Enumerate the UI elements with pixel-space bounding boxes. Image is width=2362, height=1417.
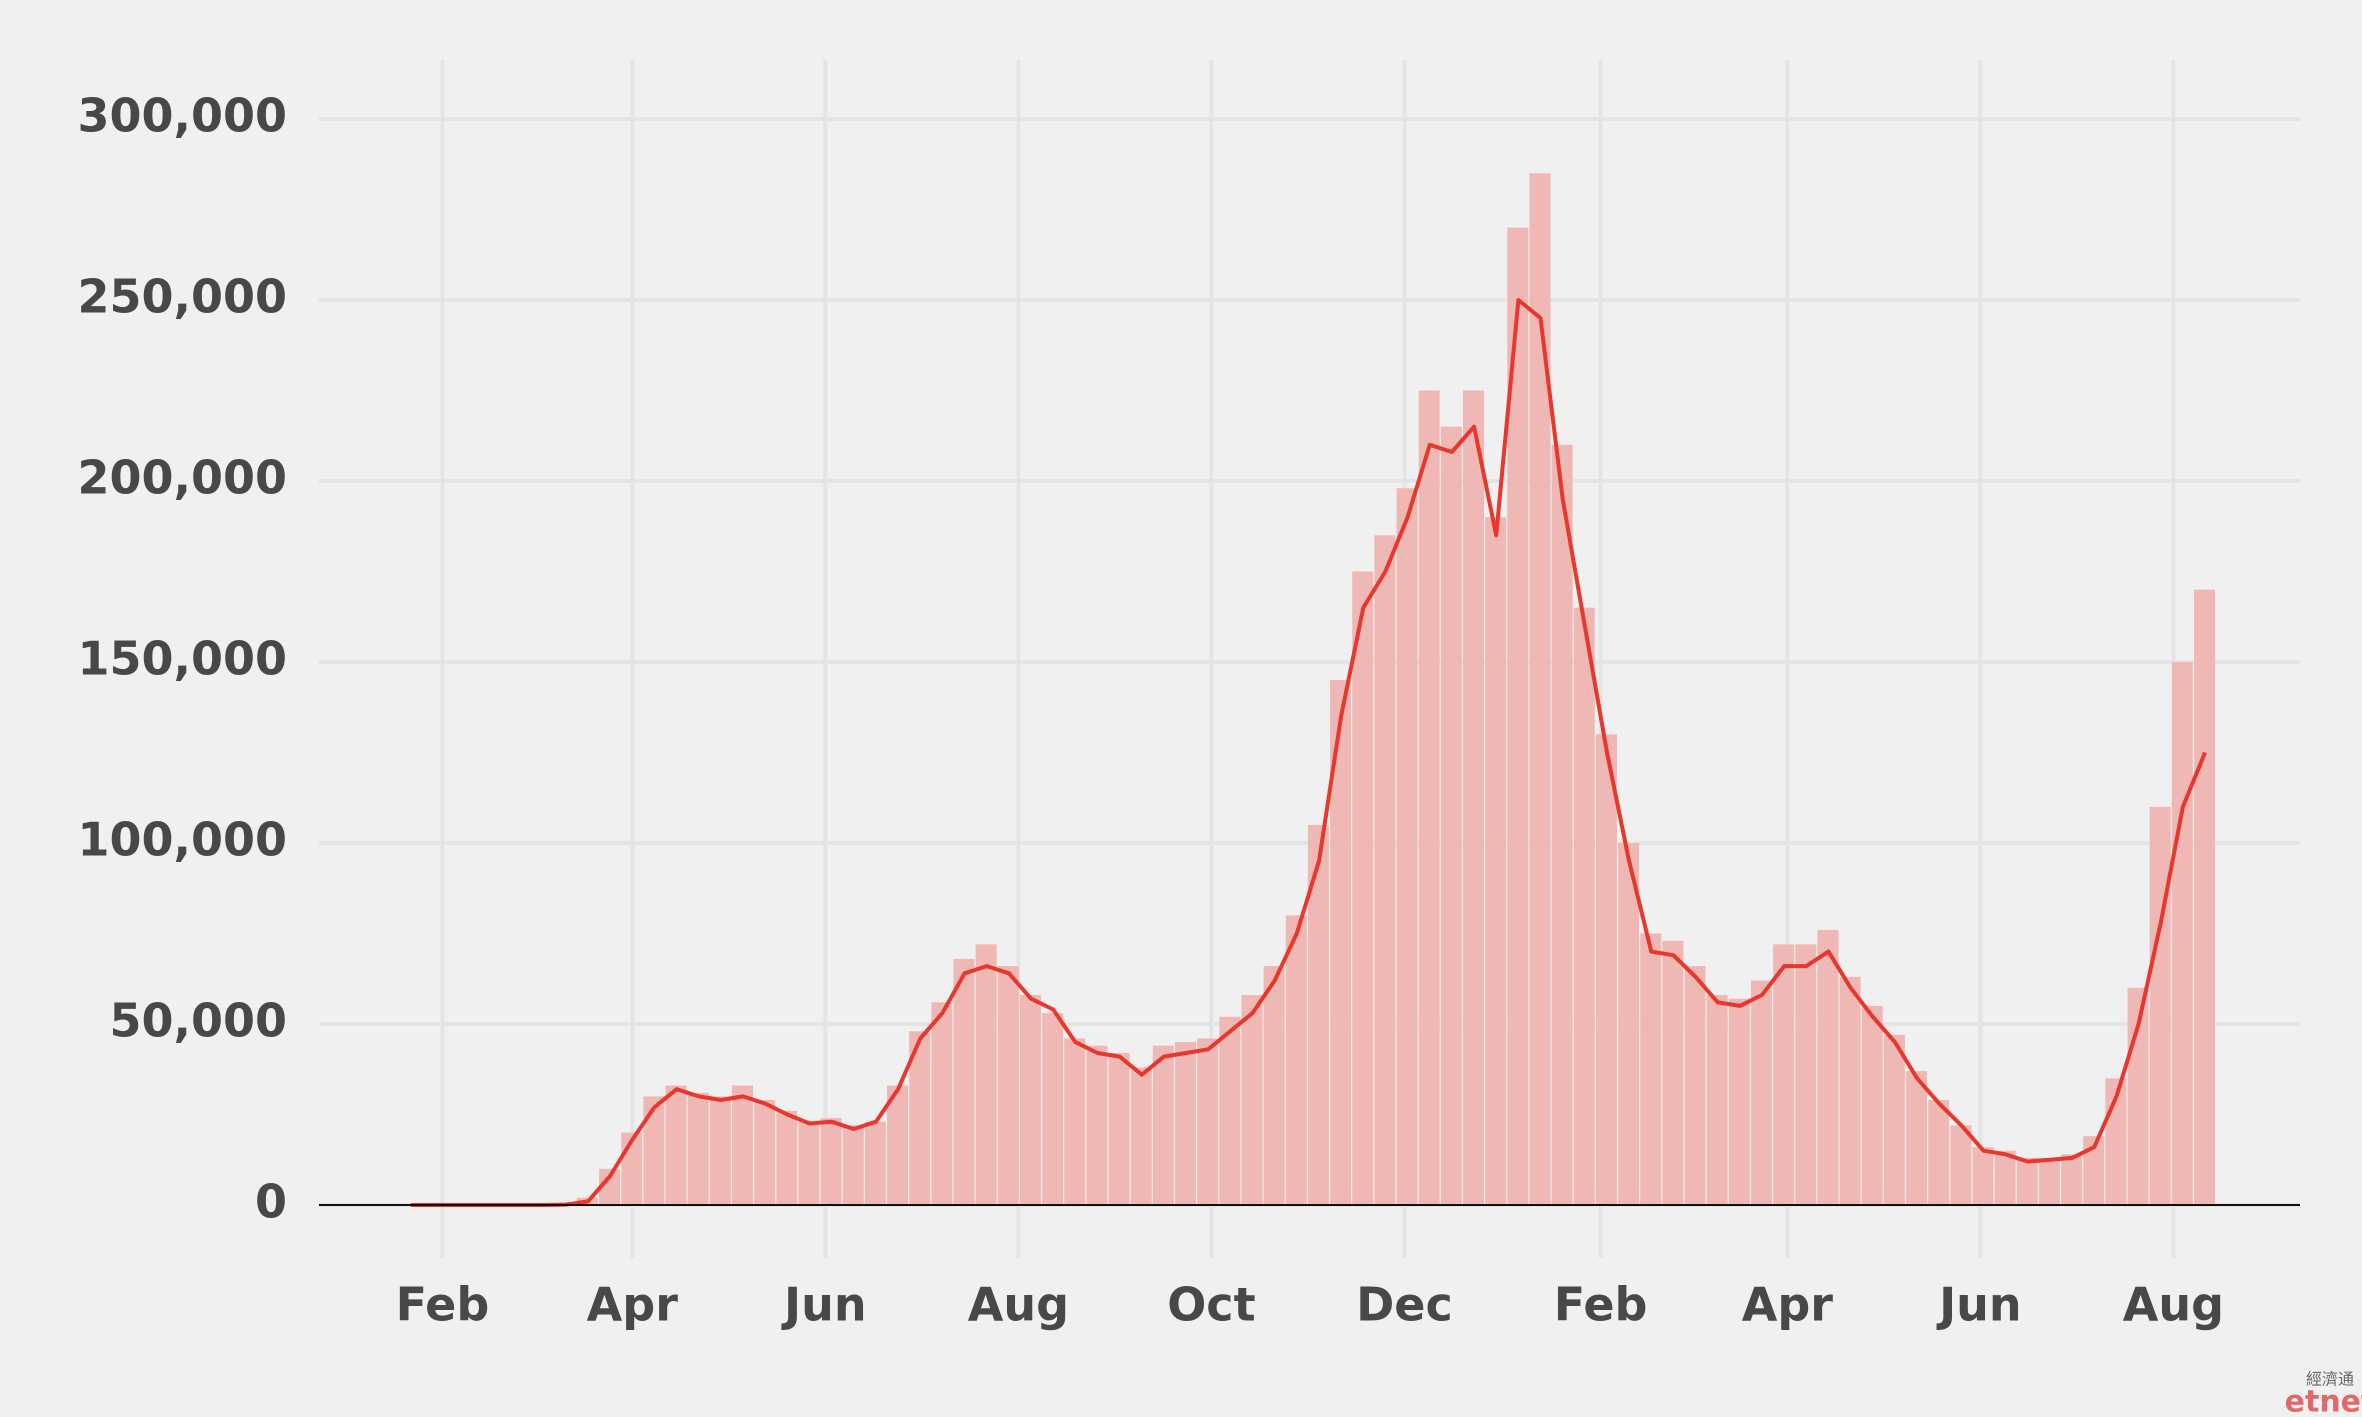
y-tick-label: 50,000: [109, 994, 287, 1048]
bar: [1396, 488, 1418, 1205]
bar: [2171, 662, 2193, 1205]
bar: [1662, 940, 1684, 1205]
bar: [731, 1085, 754, 1205]
bar: [1285, 915, 1307, 1205]
bar: [2061, 1154, 2083, 1205]
bar: [599, 1168, 621, 1205]
bar: [776, 1110, 798, 1205]
bar: [2083, 1136, 2105, 1205]
bar: [1064, 1038, 1086, 1205]
bar: [1330, 680, 1352, 1205]
bar: [931, 1002, 953, 1205]
y-tick-label: 100,000: [77, 813, 287, 867]
bar: [1684, 966, 1706, 1205]
bar: [1219, 1016, 1241, 1205]
bar: [709, 1096, 731, 1205]
bar: [1462, 390, 1485, 1205]
bar: [1728, 998, 1750, 1205]
bar: [1994, 1150, 2016, 1205]
bar: [2016, 1157, 2038, 1205]
bar: [1972, 1147, 1994, 1205]
bar: [820, 1118, 842, 1205]
bar: [754, 1100, 776, 1205]
bar: [864, 1121, 886, 1205]
bar: [1950, 1125, 1972, 1205]
bar: [1861, 1005, 1883, 1205]
y-tick-label: 200,000: [77, 451, 287, 505]
bar: [1019, 995, 1041, 1205]
bar: [1618, 843, 1640, 1205]
y-tick-label: 250,000: [77, 270, 287, 324]
bar: [1573, 607, 1595, 1205]
bar: [1551, 444, 1573, 1205]
bar: [1706, 995, 1728, 1205]
bar: [1883, 1034, 1905, 1205]
bar: [1839, 976, 1861, 1205]
bar: [1130, 1067, 1152, 1205]
x-tick-label: Feb: [1554, 1278, 1648, 1332]
bar: [1263, 966, 1285, 1205]
bar: [1640, 933, 1662, 1205]
y-tick-label: 0: [255, 1175, 287, 1229]
bar: [1595, 734, 1617, 1205]
x-tick-label: Aug: [968, 1278, 1069, 1332]
x-tick-label: Feb: [396, 1278, 490, 1332]
bar: [953, 958, 975, 1205]
bar: [842, 1125, 864, 1205]
watermark: etnet: [2285, 1385, 2362, 1417]
x-tick-label: Jun: [781, 1278, 867, 1332]
bar: [1042, 1013, 1064, 1205]
line: [410, 298, 2207, 1207]
bar: [1795, 944, 1817, 1205]
bar: [1352, 571, 1374, 1205]
bar: [798, 1121, 820, 1205]
bar: [1307, 824, 1329, 1205]
bar: [975, 944, 997, 1205]
bar: [1773, 944, 1795, 1205]
y-tick-label: 150,000: [77, 632, 287, 686]
bar: [2149, 806, 2171, 1205]
x-tick-label: Apr: [1742, 1278, 1834, 1332]
bar: [1241, 995, 1263, 1205]
x-tick-label: Aug: [2123, 1278, 2224, 1332]
bar: [1175, 1042, 1197, 1205]
bar: [1928, 1100, 1950, 1205]
bar: [1152, 1045, 1174, 1205]
bar: [909, 1031, 931, 1205]
x-tick-label: Jun: [1936, 1278, 2022, 1332]
bar: [1507, 227, 1529, 1206]
bar: [1440, 426, 1462, 1205]
bar: [1108, 1052, 1130, 1205]
bar: [643, 1096, 665, 1205]
bar: [1817, 929, 1839, 1205]
bar: [1750, 980, 1772, 1205]
bar: [1485, 517, 1507, 1205]
bar: [1418, 390, 1440, 1205]
bar: [1529, 173, 1551, 1205]
watermark-top: 經濟通: [2306, 1370, 2354, 1389]
bar: [687, 1092, 709, 1205]
x-tick-label: Dec: [1356, 1278, 1453, 1332]
bar: [2038, 1157, 2060, 1205]
bar: [1374, 535, 1396, 1205]
bar: [1086, 1045, 1108, 1205]
bar: [887, 1085, 909, 1205]
x-tick-label: Apr: [587, 1278, 679, 1332]
y-tick-label: 300,000: [77, 89, 287, 143]
x-tick-label: Oct: [1167, 1278, 1255, 1332]
bar: [2193, 589, 2216, 1205]
bar: [1197, 1038, 1219, 1205]
bar: [1906, 1071, 1928, 1205]
bar: [997, 966, 1019, 1205]
bar: [665, 1085, 687, 1205]
